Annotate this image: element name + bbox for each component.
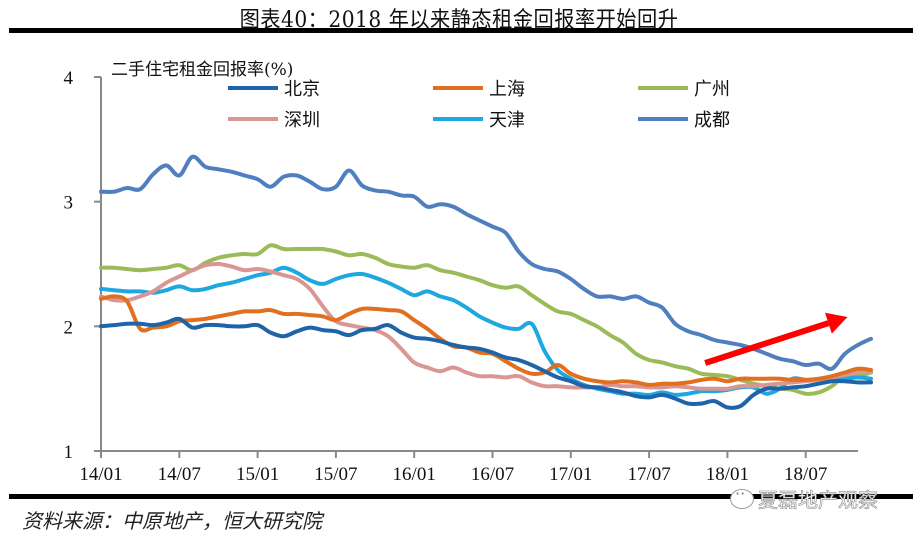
watermark: 夏磊地产观察 <box>730 484 878 513</box>
trend-arrow-head <box>825 312 848 334</box>
x-tick-label: 16/07 <box>471 464 514 485</box>
y-tick-label: 1 <box>64 442 74 463</box>
x-tick-label: 16/01 <box>393 464 436 485</box>
watermark-text: 夏磊地产观察 <box>758 488 879 513</box>
y-tick-label: 3 <box>64 193 74 214</box>
trend-arrow-shaft <box>704 320 830 366</box>
series-line-北京 <box>99 316 873 410</box>
series-lines <box>99 154 873 410</box>
legend-label: 成都 <box>694 110 730 131</box>
x-tick-label: 15/07 <box>314 464 357 485</box>
x-tick-label: 18/01 <box>706 464 749 485</box>
legend-label: 北京 <box>284 79 320 100</box>
source-note: 资料来源：中原地产，恒大研究院 <box>22 509 322 533</box>
series-line-成都 <box>99 154 873 371</box>
legend-label: 深圳 <box>284 110 320 131</box>
y-tick-label: 4 <box>64 68 74 89</box>
x-tick-label: 18/07 <box>784 464 827 485</box>
y-axis-title: 二手住宅租金回报率(%) <box>111 60 293 80</box>
x-tick-label: 15/01 <box>236 464 279 485</box>
series-line-上海 <box>99 294 873 387</box>
x-tick-label: 14/01 <box>79 464 122 485</box>
series-line-深圳 <box>99 261 873 391</box>
top-rule <box>9 28 913 33</box>
legend-label: 上海 <box>489 79 525 100</box>
bottom-rule <box>9 494 913 499</box>
x-tick-label: 14/07 <box>158 464 201 485</box>
wechat-icon <box>730 484 754 509</box>
y-tick-label: 2 <box>64 317 74 338</box>
x-tick-label: 17/07 <box>627 464 670 485</box>
legend-label: 天津 <box>489 110 525 131</box>
axes: 1 2 3 4 14/01 14/07 15/01 15/07 16/01 16/07 17/01 1… <box>64 60 858 485</box>
x-tick-label: 17/01 <box>549 464 592 485</box>
annotation <box>704 312 848 366</box>
legend-label: 广州 <box>694 79 730 100</box>
